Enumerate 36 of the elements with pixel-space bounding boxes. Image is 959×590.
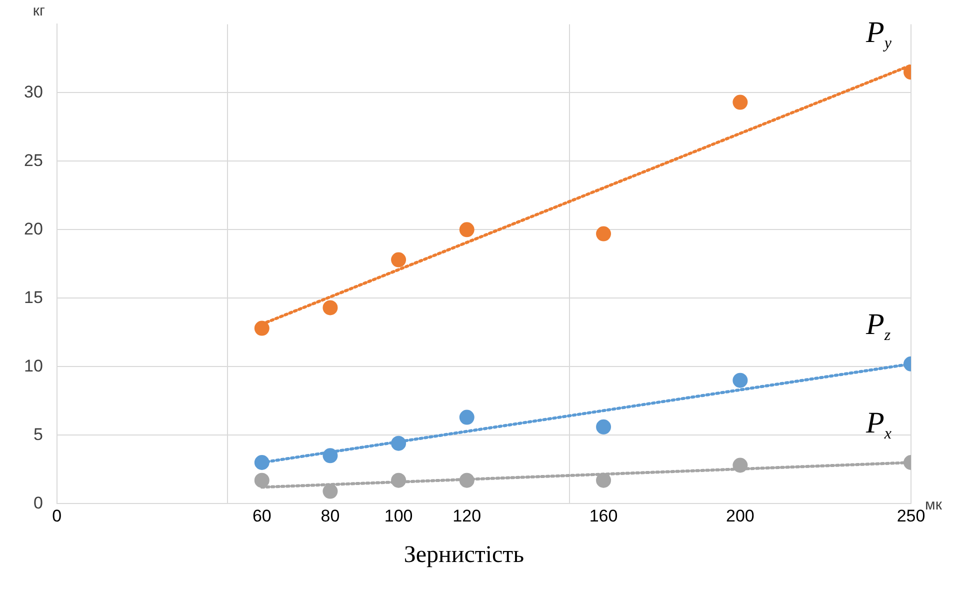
point xyxy=(732,94,748,110)
point xyxy=(732,458,748,473)
x-tick-label: 100 xyxy=(384,506,413,526)
x-tick-label: 80 xyxy=(320,506,340,526)
point xyxy=(596,419,612,434)
point xyxy=(254,320,270,336)
point xyxy=(254,455,270,470)
point xyxy=(459,472,474,488)
point xyxy=(732,372,748,388)
point xyxy=(391,252,406,268)
text: мк xyxy=(925,496,942,514)
y-axis-title: кг xyxy=(32,2,46,20)
y-tick-label: 10 xyxy=(24,356,43,376)
y-tick-label: 15 xyxy=(24,288,43,307)
point xyxy=(459,410,474,425)
point xyxy=(391,436,406,451)
point xyxy=(459,222,474,238)
point xyxy=(254,472,270,488)
point xyxy=(596,226,612,242)
x-tick-label: 0 xyxy=(52,506,62,526)
point xyxy=(596,472,612,488)
point xyxy=(322,448,338,464)
point xyxy=(322,300,338,316)
x-tick-label: 200 xyxy=(726,506,754,526)
x-tick-label: 120 xyxy=(452,506,482,526)
point xyxy=(391,472,406,488)
point xyxy=(322,484,338,499)
x-tick-label: 160 xyxy=(589,506,618,526)
x-tick-label: 250 xyxy=(896,506,926,526)
y-tick-label: 5 xyxy=(33,424,43,444)
x-tick-label: 60 xyxy=(252,506,272,526)
y-tick-label: 20 xyxy=(24,219,43,238)
y-tick-label: 30 xyxy=(24,82,43,102)
y-tick-label: 25 xyxy=(24,150,43,170)
y-tick-label: 0 xyxy=(33,493,43,512)
x-axis-title: Зернистість xyxy=(404,542,524,568)
